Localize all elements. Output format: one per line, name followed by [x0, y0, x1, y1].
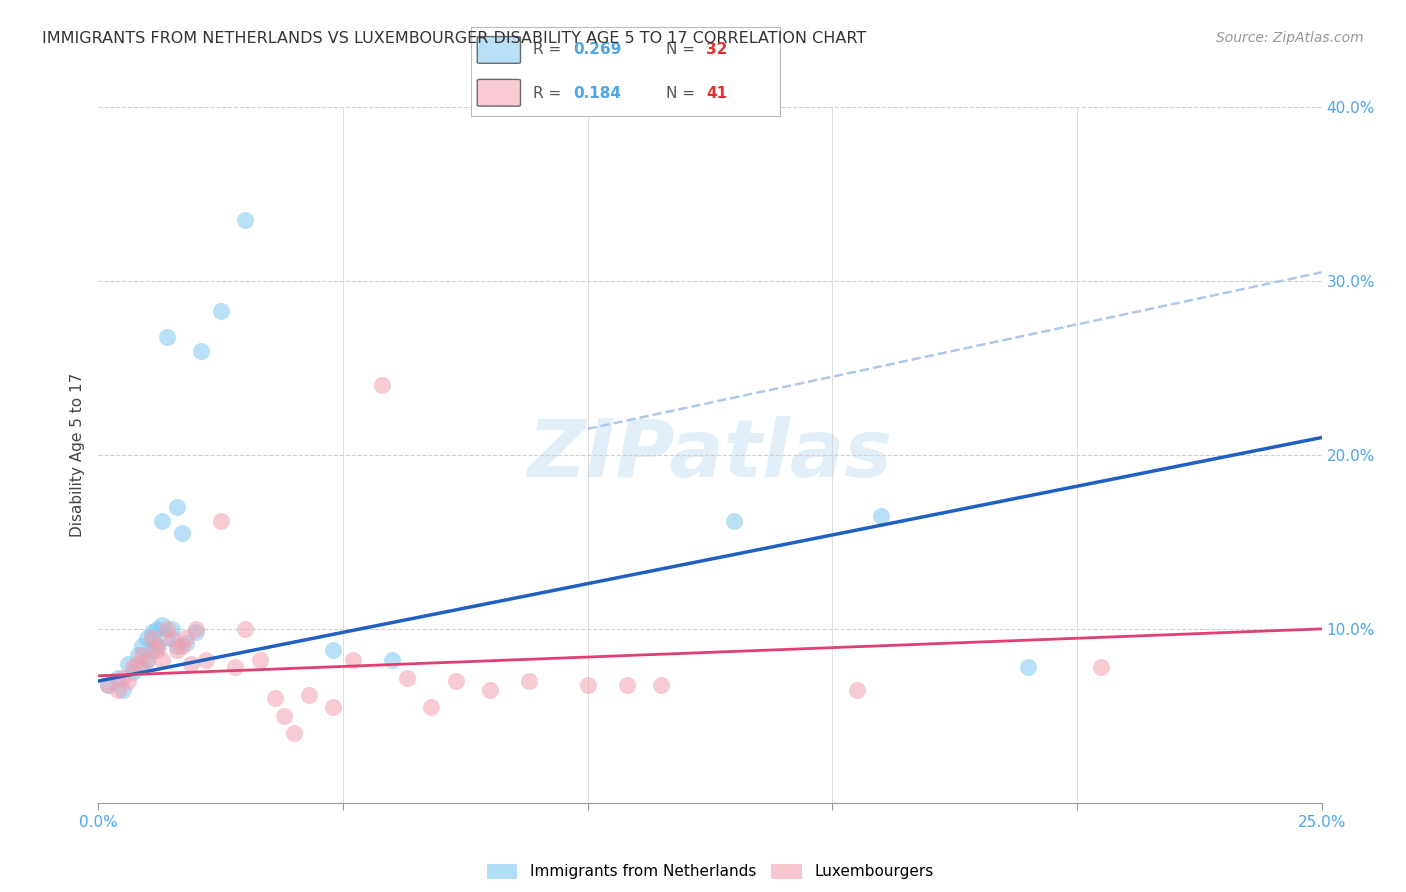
Point [136, 653, 159, 667]
Point [224, 660, 246, 674]
Point [170, 526, 193, 541]
Point [150, 618, 173, 632]
Point [650, 677, 672, 691]
Point [141, 631, 163, 645]
Point [723, 514, 745, 528]
Point [127, 657, 149, 671]
Point [107, 682, 129, 697]
Point [870, 508, 893, 523]
Point [209, 303, 232, 318]
Point [160, 622, 183, 636]
Point [170, 639, 193, 653]
Text: 0.269: 0.269 [574, 42, 621, 56]
Point [283, 726, 305, 740]
Point [166, 500, 188, 514]
Point [420, 700, 443, 714]
Point [136, 631, 159, 645]
Point [150, 653, 173, 667]
Point [186, 622, 208, 636]
Text: Source: ZipAtlas.com: Source: ZipAtlas.com [1216, 31, 1364, 45]
Point [121, 665, 143, 680]
Point [121, 660, 143, 674]
Point [576, 677, 599, 691]
Point [117, 657, 139, 671]
Text: 32: 32 [706, 42, 727, 56]
Point [209, 514, 232, 528]
Point [150, 514, 173, 528]
Point [97, 677, 120, 691]
Point [298, 688, 321, 702]
Point [616, 677, 638, 691]
Point [146, 639, 169, 653]
Point [176, 631, 198, 645]
Point [146, 622, 169, 636]
Point [190, 343, 212, 358]
Point [249, 653, 271, 667]
Point [233, 622, 256, 636]
Point [322, 642, 344, 657]
Text: IMMIGRANTS FROM NETHERLANDS VS LUXEMBOURGER DISABILITY AGE 5 TO 17 CORRELATION C: IMMIGRANTS FROM NETHERLANDS VS LUXEMBOUR… [42, 31, 866, 46]
Point [146, 639, 169, 653]
Point [146, 642, 169, 657]
Point [263, 691, 285, 706]
Point [180, 657, 202, 671]
Legend: Immigrants from Netherlands, Luxembourgers: Immigrants from Netherlands, Luxembourge… [481, 857, 939, 886]
Point [176, 636, 198, 650]
Point [117, 674, 139, 689]
Point [111, 671, 134, 685]
Point [107, 671, 129, 685]
Point [136, 653, 159, 667]
Text: 41: 41 [706, 87, 727, 101]
Text: 0.184: 0.184 [574, 87, 621, 101]
Point [131, 660, 153, 674]
Text: ZIPatlas: ZIPatlas [527, 416, 893, 494]
Point [444, 674, 467, 689]
Point [131, 648, 153, 662]
Point [166, 642, 188, 657]
Point [371, 378, 394, 392]
Point [381, 653, 404, 667]
Point [273, 708, 295, 723]
FancyBboxPatch shape [477, 79, 520, 106]
Point [1090, 660, 1112, 674]
Point [845, 682, 868, 697]
Text: N =: N = [666, 87, 700, 101]
Text: N =: N = [666, 42, 700, 56]
Text: R =: R = [533, 42, 567, 56]
Point [156, 329, 179, 343]
FancyBboxPatch shape [477, 37, 520, 63]
Point [166, 639, 188, 653]
Point [233, 213, 256, 227]
Point [186, 625, 208, 640]
Point [131, 639, 153, 653]
Point [160, 631, 183, 645]
Point [395, 671, 418, 685]
Point [322, 700, 344, 714]
Point [342, 653, 364, 667]
Point [195, 653, 218, 667]
Point [97, 677, 120, 691]
Point [127, 648, 149, 662]
Y-axis label: Disability Age 5 to 17: Disability Age 5 to 17 [69, 373, 84, 537]
Point [111, 682, 134, 697]
Point [1017, 660, 1039, 674]
Point [517, 674, 540, 689]
Point [156, 622, 179, 636]
Point [141, 625, 163, 640]
Text: R =: R = [533, 87, 567, 101]
Point [141, 642, 163, 657]
Point [478, 682, 501, 697]
Point [156, 631, 179, 645]
